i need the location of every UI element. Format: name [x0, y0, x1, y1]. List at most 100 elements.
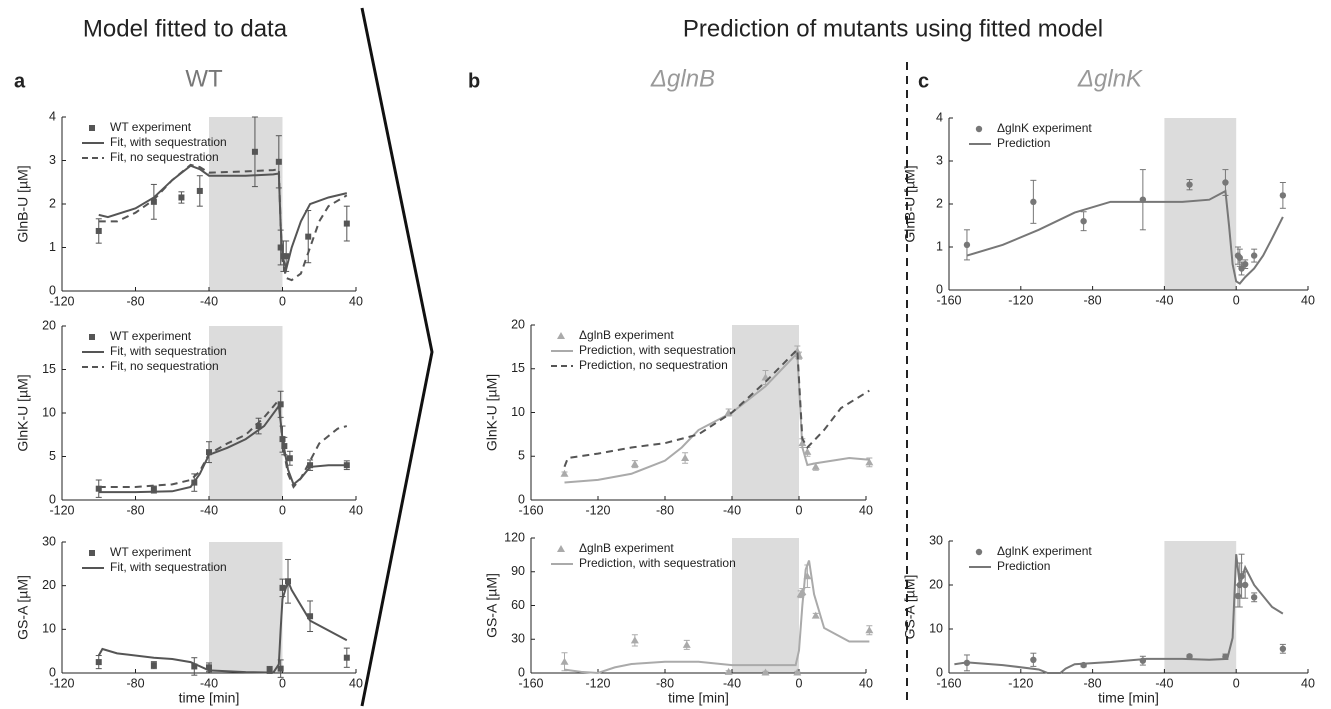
legend-label: WT experiment: [110, 545, 192, 559]
y-tick-label: 2: [936, 196, 943, 210]
x-tick-label: -120: [1008, 293, 1033, 307]
x-tick-label: 0: [1233, 676, 1240, 690]
y-tick-label: 5: [518, 449, 525, 463]
x-tick-label: -120: [49, 676, 74, 690]
marker: [95, 659, 102, 666]
x-tick-label: -40: [723, 503, 741, 517]
marker: [1186, 181, 1193, 188]
marker: [803, 447, 812, 455]
x-tick-label: -80: [126, 503, 144, 517]
panel-title: ΔglnK: [1077, 65, 1143, 92]
x-tick-label: -120: [1008, 676, 1033, 690]
marker: [811, 462, 820, 470]
line: [98, 164, 348, 274]
x-tick-label: -40: [200, 676, 218, 690]
y-tick-label: 0: [518, 492, 525, 506]
y-axis-label: GlnK-U [µM]: [484, 374, 500, 451]
legend-label: ΔglnK experiment: [997, 544, 1092, 558]
y-tick-label: 3: [936, 153, 943, 167]
marker: [1241, 261, 1249, 268]
y-tick-label: 90: [511, 564, 525, 578]
y-tick-label: 15: [511, 361, 525, 375]
legend-label: Fit, with sequestration: [110, 560, 227, 574]
x-tick-label: 0: [1233, 293, 1240, 307]
x-tick-label: -120: [49, 503, 74, 517]
y-tick-label: 120: [504, 530, 525, 544]
y-axis-label: GS-A [µM]: [484, 573, 500, 638]
legend-label: ΔglnK experiment: [997, 121, 1092, 135]
line: [564, 350, 870, 484]
panel-title: WT: [185, 65, 223, 92]
panel-title: ΔglnB: [650, 65, 715, 92]
marker: [196, 187, 203, 194]
marker: [681, 454, 690, 461]
y-tick-label: 4: [936, 110, 943, 124]
marker: [89, 550, 95, 556]
x-tick-label: 40: [1301, 293, 1315, 307]
x-tick-label: -40: [1155, 293, 1173, 307]
x-tick-label: -80: [656, 503, 674, 517]
y-tick-label: 0: [49, 492, 56, 506]
marker: [178, 194, 185, 201]
x-tick-label: -40: [200, 294, 218, 308]
marker: [1241, 581, 1249, 589]
legend-label: Prediction, with sequestration: [579, 343, 736, 357]
marker: [279, 584, 286, 591]
marker: [865, 458, 874, 466]
legend-label: Fit, no sequestration: [110, 359, 219, 373]
y-tick-label: 10: [929, 621, 943, 635]
y-axis-label: GS-A [µM]: [15, 575, 31, 640]
marker: [975, 548, 983, 556]
marker: [761, 668, 770, 676]
x-tick-label: -120: [585, 676, 610, 690]
y-tick-label: 60: [511, 598, 525, 612]
marker: [1030, 656, 1037, 663]
marker: [307, 613, 314, 620]
heading: Prediction of mutants using fitted model: [683, 15, 1103, 42]
marker: [150, 662, 157, 669]
y-tick-label: 0: [936, 282, 943, 296]
shaded-region: [209, 326, 283, 500]
heading: Model fitted to data: [83, 15, 288, 42]
legend-label: Fit, with sequestration: [110, 344, 227, 358]
legend-label: Prediction: [997, 559, 1050, 573]
marker: [1279, 192, 1287, 199]
marker: [307, 462, 314, 469]
marker: [283, 253, 290, 260]
marker: [682, 640, 691, 648]
shaded-region: [1164, 118, 1237, 290]
y-tick-label: 5: [49, 449, 56, 463]
line: [966, 189, 1284, 285]
y-tick-label: 30: [929, 533, 943, 547]
x-tick-label: -80: [126, 294, 144, 308]
marker: [1238, 265, 1245, 272]
marker: [95, 227, 102, 234]
x-tick-label: -80: [656, 676, 674, 690]
y-axis-label: GS-A [µM]: [902, 575, 918, 640]
panel-letter: a: [14, 70, 26, 92]
panel-letter: b: [468, 70, 480, 92]
marker: [150, 486, 157, 493]
x-tick-label: 40: [1301, 676, 1315, 690]
y-tick-label: 30: [42, 534, 56, 548]
legend-label: WT experiment: [110, 329, 192, 343]
x-tick-label: -40: [1155, 676, 1173, 690]
marker: [305, 233, 312, 240]
marker: [560, 469, 569, 477]
divider: [360, 7, 434, 707]
line: [564, 560, 870, 675]
marker: [793, 668, 802, 676]
x-tick-label: 0: [279, 503, 286, 517]
marker: [1030, 198, 1037, 206]
x-axis-label: time [min]: [668, 690, 729, 706]
shaded-region: [732, 538, 799, 673]
marker: [277, 665, 284, 672]
y-tick-label: 3: [49, 153, 56, 167]
marker: [1279, 645, 1287, 652]
marker: [277, 244, 284, 251]
line: [97, 578, 348, 674]
marker: [1250, 252, 1258, 259]
x-tick-label: -120: [585, 503, 610, 517]
shaded-region: [1164, 541, 1237, 673]
